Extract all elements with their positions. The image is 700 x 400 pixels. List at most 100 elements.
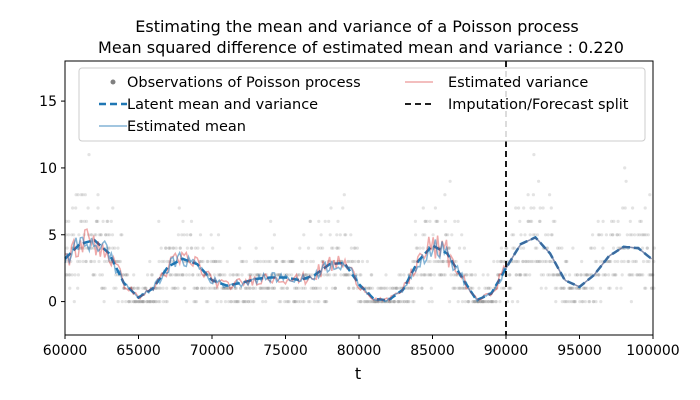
observation-point [178,246,182,250]
observation-point [562,286,566,290]
observation-point [93,233,97,237]
observation-point [434,259,438,264]
observation-point [342,273,346,277]
observation-point [180,273,184,277]
observation-point [191,273,195,277]
observation-point [548,259,552,264]
observation-point [531,259,535,264]
observation-point [137,286,141,290]
observation-point [635,273,640,277]
observation-point [619,286,623,290]
observation-point [333,286,337,290]
observation-point [538,259,542,264]
observation-point [116,259,120,264]
observation-point [148,259,152,264]
observation-point [615,286,619,290]
observation-point [106,233,110,237]
observation-point [559,286,563,290]
observation-point [297,273,301,277]
observation-point [91,273,95,277]
observation-point [556,246,560,250]
observation-point [202,286,206,290]
observation-point [127,300,131,304]
observation-point [481,300,485,304]
observation-point [173,286,177,290]
observation-point [218,273,222,277]
observation-point [216,233,221,237]
observation-point [159,273,163,277]
observation-point [597,233,602,237]
observation-point [352,286,356,290]
observation-point [536,259,540,264]
observation-point [535,233,540,237]
observation-point [616,259,620,264]
observation-point [489,300,493,304]
observation-point [256,259,260,264]
observation-point [138,300,142,304]
observation-point [248,273,252,277]
observation-point [258,286,262,290]
observation-point [124,300,128,304]
observation-point [157,286,161,290]
y-tick-label: 0 [48,295,57,311]
observation-point [484,300,488,304]
observation-point [640,233,644,237]
observation-point [209,233,213,237]
observation-point [486,273,490,277]
observation-point [125,273,129,277]
observation-point [645,259,649,264]
observation-point [497,273,501,277]
observation-point [429,286,433,290]
observation-point [526,259,530,264]
observation-point [288,259,292,264]
observation-point [318,286,322,290]
observation-point [398,286,402,290]
observation-point [633,259,637,264]
observation-point [519,233,523,237]
observation-point [591,233,595,237]
observation-point [582,286,586,290]
observation-point [229,286,233,290]
observation-point [310,273,314,277]
observation-point [312,300,317,304]
observation-point [144,286,148,290]
observation-point [510,300,515,304]
observation-point [111,246,115,250]
observation-point [465,273,469,277]
observation-point [600,233,604,237]
observation-point [626,259,630,264]
observation-point [580,259,584,264]
observation-point [74,193,78,197]
observation-point [173,273,177,277]
observation-point [611,273,615,277]
observation-point [211,286,215,290]
observation-point [198,233,203,237]
observation-point [177,273,181,277]
observation-point [589,286,593,290]
observation-point [250,273,254,277]
y-tick-label: 5 [48,228,57,244]
observation-point [567,286,571,290]
observation-point [415,273,419,277]
observation-point [353,246,357,250]
observation-point [481,300,485,304]
observation-point [518,273,523,277]
observation-point [253,273,257,277]
observation-point [531,233,536,237]
observation-point [140,300,144,304]
observation-point [593,259,598,264]
observation-point [197,273,202,277]
observation-point [572,300,576,304]
observation-point [613,273,617,277]
observation-point [516,300,520,304]
observation-point [523,273,528,277]
observation-point [168,273,172,277]
observation-point [330,286,334,290]
observation-point [432,273,436,277]
observation-point [376,286,380,290]
observation-point [518,219,522,223]
observation-point [146,273,150,277]
observation-point [305,259,309,264]
observation-point [209,259,213,264]
observation-point [339,273,343,277]
